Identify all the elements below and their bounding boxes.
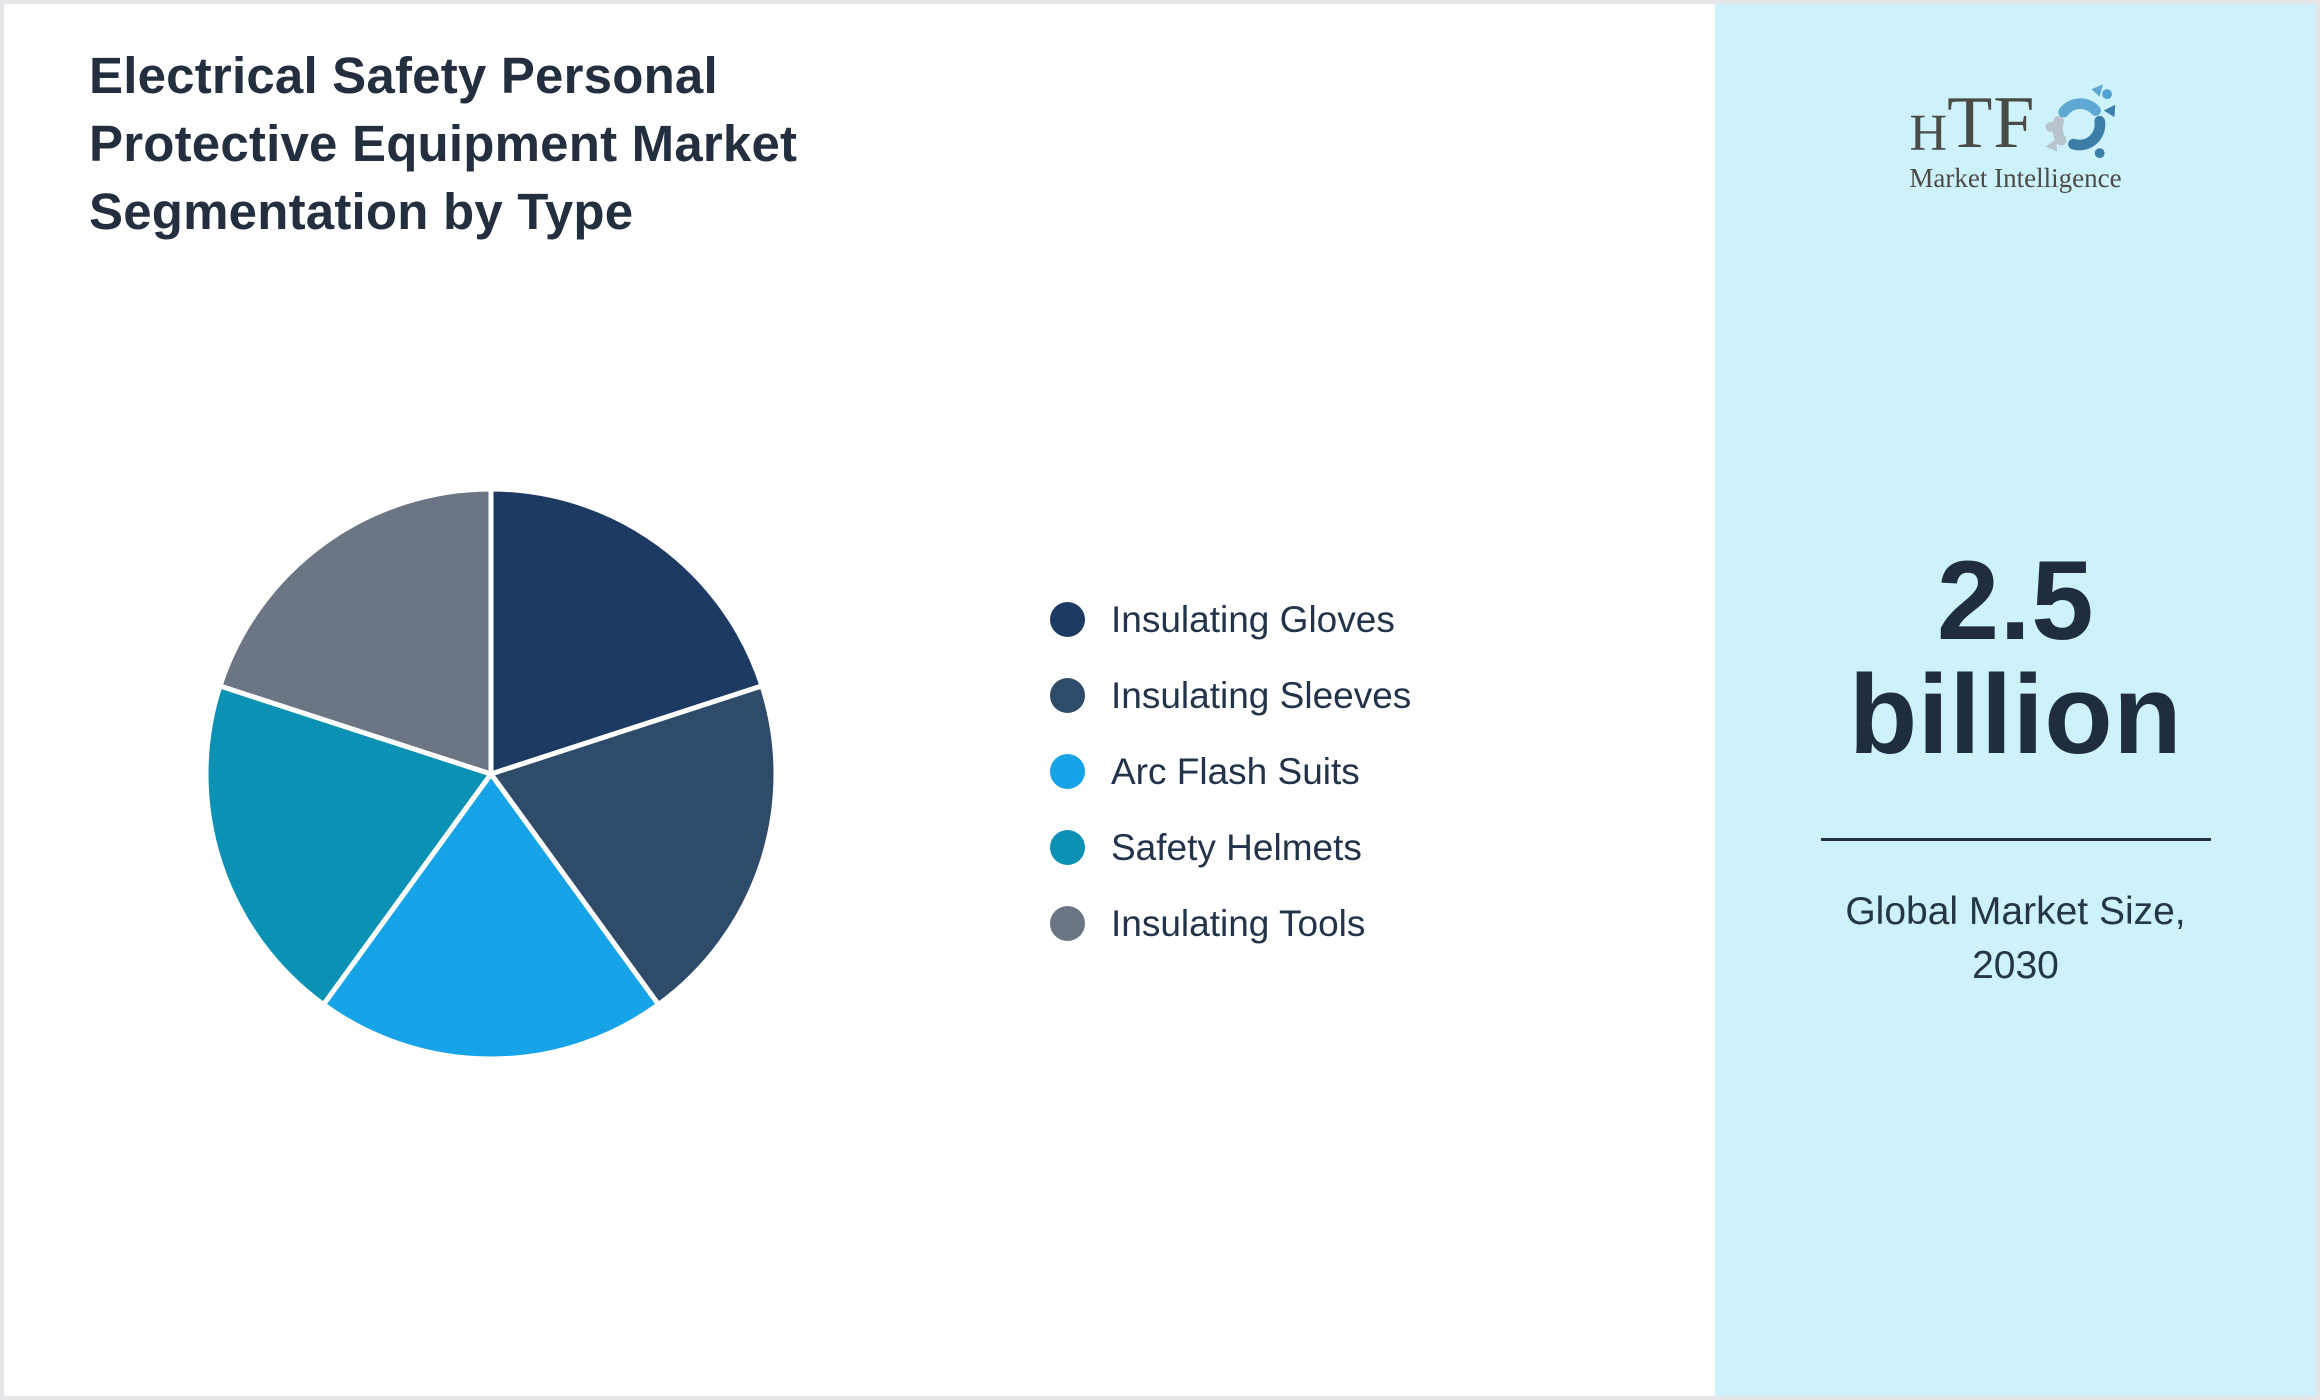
legend-item-insulating-gloves: Insulating Gloves (1050, 599, 1411, 640)
pie-slice-safety-helmets (203, 683, 494, 1008)
legend-label: Arc Flash Suits (1111, 750, 1360, 792)
market-size-block: 2.5 billion Global Market Size, 2030 (1715, 544, 2316, 993)
legend-label: Insulating Sleeves (1111, 674, 1412, 716)
legend-item-insulating-tools: Insulating Tools (1050, 903, 1411, 944)
legend-item-safety-helmets: Safety Helmets (1050, 827, 1411, 868)
market-size-value: 2.5 billion (1715, 544, 2316, 772)
htf-logo-letter-h: H (1909, 105, 1948, 162)
pie-slice-insulating-gloves (488, 486, 765, 777)
htf-logo-letters-tf: TF (1947, 82, 2036, 164)
page-title-line-3: Segmentation by Type (89, 183, 634, 240)
pie-slice-insulating-sleeves (488, 683, 779, 1008)
divider-line (1820, 838, 2211, 841)
sidebar-panel: H TF (1715, 4, 2316, 1396)
legend-label: Insulating Gloves (1111, 598, 1395, 640)
legend-label: Insulating Tools (1111, 902, 1366, 944)
page-title: Electrical Safety Personal Protective Eq… (89, 42, 797, 246)
pie-slice-insulating-tools (217, 486, 494, 777)
market-size-caption: Global Market Size, 2030 (1715, 885, 2316, 993)
market-size-caption-line-2: 2030 (1972, 944, 2059, 987)
pie-chart (186, 469, 796, 1079)
htf-logo: H TF (1715, 78, 2316, 194)
legend-swatch-arc-flash-suits (1050, 754, 1085, 789)
legend-swatch-insulating-sleeves (1050, 678, 1085, 713)
legend-swatch-insulating-tools (1050, 906, 1085, 941)
market-size-value-unit: billion (1848, 652, 2183, 777)
page-title-line-2: Protective Equipment Market (89, 115, 798, 172)
legend-item-insulating-sleeves: Insulating Sleeves (1050, 675, 1411, 716)
legend-label: Safety Helmets (1111, 826, 1362, 868)
market-size-value-number: 2.5 (1936, 538, 2095, 663)
pie-chart-svg (203, 486, 779, 1062)
htf-logo-wordmark: H TF (1910, 78, 2122, 160)
htf-logo-swirl-icon (2046, 84, 2116, 159)
htf-logo-tagline: Market Intelligence (1909, 163, 2122, 193)
legend-item-arc-flash-suits: Arc Flash Suits (1050, 751, 1411, 792)
market-size-caption-line-1: Global Market Size, (1845, 890, 2186, 933)
pie-slice-arc-flash-suits (320, 771, 662, 1062)
legend-swatch-insulating-gloves (1050, 602, 1085, 637)
page-title-line-1: Electrical Safety Personal (89, 47, 718, 104)
legend-swatch-safety-helmets (1050, 830, 1085, 865)
chart-legend: Insulating Gloves Insulating Sleeves Arc… (1050, 599, 1411, 982)
